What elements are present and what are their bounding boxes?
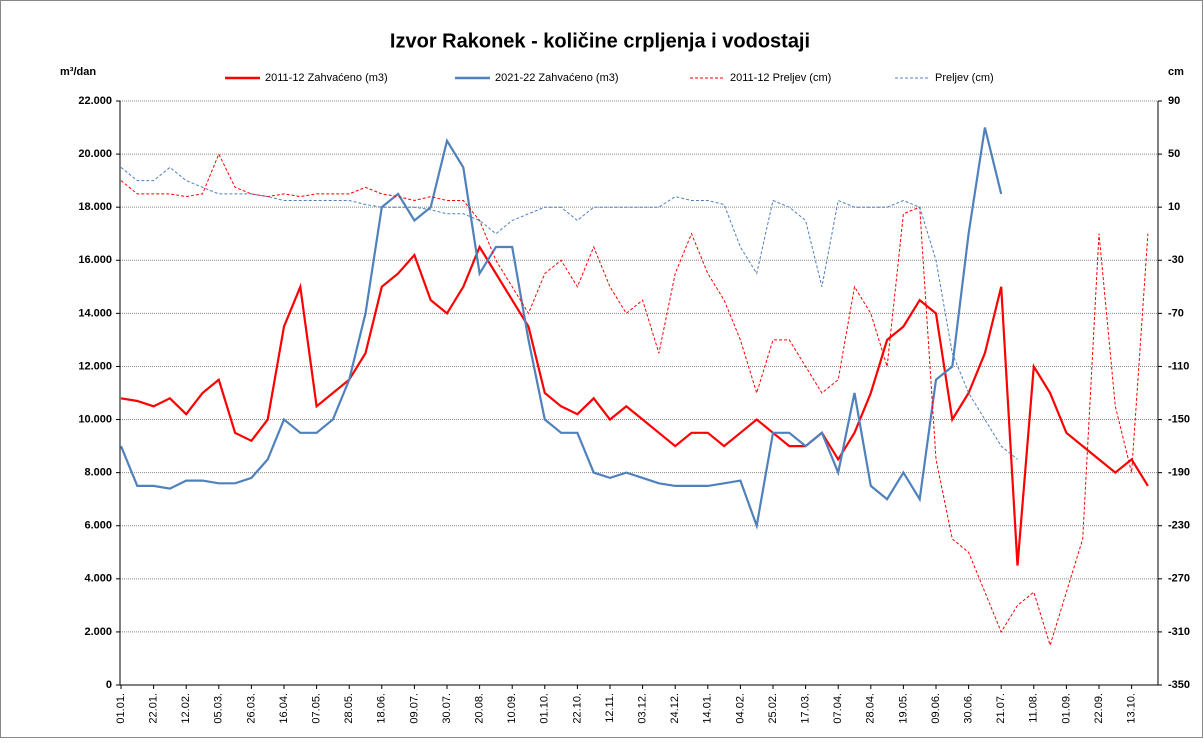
y-tick-label: 2.000 (84, 626, 112, 638)
x-tick-label: 07.05. (311, 693, 323, 724)
y2-tick-label: -230 (1168, 520, 1190, 532)
series-line (120, 152, 1149, 647)
x-tick-label: 07.04. (832, 693, 844, 724)
x-tick-label: 17.03. (800, 693, 812, 724)
legend-label: 2011-12 Preljev (cm) (730, 72, 831, 84)
x-tick-label: 14.01. (702, 693, 714, 724)
x-tick-label: 01.10. (539, 693, 551, 724)
y2-tick-label: -190 (1168, 467, 1190, 479)
x-tick-label: 01.09. (1060, 693, 1072, 724)
y-tick-label: 20.000 (78, 148, 112, 160)
x-tick-label: 03.12. (637, 693, 649, 724)
x-tick-label: 28.05. (343, 693, 355, 724)
series-line (120, 166, 1018, 460)
y2-tick-label: 10 (1168, 201, 1180, 213)
y2-axis-label: cm (1168, 66, 1184, 78)
y2-tick-label: -350 (1168, 679, 1190, 691)
x-tick-label: 18.06. (376, 693, 388, 724)
x-tick-label: 13.10. (1126, 693, 1138, 724)
x-tick-label: 09.06. (930, 693, 942, 724)
x-tick-label: 26.03. (245, 693, 257, 724)
x-tick-label: 30.07. (441, 693, 453, 724)
x-tick-label: 28.04. (865, 693, 877, 724)
x-tick-label: 22.01. (148, 693, 160, 724)
x-tick-label: 22.09. (1093, 693, 1105, 724)
series-line (120, 244, 1149, 566)
series-line (119, 127, 1003, 530)
legend-label: Preljev (cm) (935, 72, 994, 84)
y-tick-label: 4.000 (84, 573, 112, 585)
y2-tick-label: -270 (1168, 573, 1190, 585)
y-tick-label: 8.000 (84, 467, 112, 479)
x-tick-label: 01.01. (115, 693, 127, 724)
x-tick-label: 20.08. (474, 693, 486, 724)
y-tick-label: 16.000 (78, 254, 112, 266)
y-tick-label: 0 (106, 679, 112, 691)
x-tick-label: 05.03. (213, 693, 225, 724)
y2-tick-label: -30 (1168, 254, 1184, 266)
x-tick-label: 12.02. (180, 693, 192, 724)
x-tick-label: 19.05. (897, 693, 909, 724)
legend-label: 2011-12 Zahvaćeno (m3) (265, 72, 388, 84)
x-tick-label: 12.11. (604, 693, 616, 723)
x-tick-label: 11.08. (1028, 693, 1040, 723)
y-tick-label: 10.000 (78, 413, 112, 425)
x-tick-label: 16.04. (278, 693, 290, 724)
y-tick-label: 14.000 (78, 307, 112, 319)
y-tick-label: 12.000 (78, 360, 112, 372)
chart-title: Izvor Rakonek - količine crpljenja i vod… (390, 30, 810, 52)
y2-tick-label: -310 (1168, 626, 1190, 638)
x-tick-label: 25.02. (767, 693, 779, 724)
y2-tick-label: -70 (1168, 307, 1184, 319)
y2-tick-label: 50 (1168, 148, 1180, 160)
y-tick-label: 6.000 (84, 520, 112, 532)
x-tick-label: 10.09. (506, 693, 518, 724)
x-tick-label: 22.10. (571, 693, 583, 724)
x-tick-label: 30.06. (963, 693, 975, 724)
x-tick-label: 04.02. (734, 693, 746, 724)
y-tick-label: 22.000 (78, 95, 112, 107)
legend-label: 2021-22 Zahvaćeno (m3) (495, 72, 619, 84)
y2-tick-label: 90 (1168, 95, 1180, 107)
y2-tick-label: -110 (1168, 360, 1189, 372)
x-tick-label: 24.12. (669, 693, 681, 724)
y-axis-label: m³/dan (60, 66, 96, 78)
y-tick-label: 18.000 (78, 201, 112, 213)
x-tick-label: 21.07. (995, 693, 1007, 724)
y2-tick-label: -150 (1168, 413, 1190, 425)
x-tick-label: 09.07. (408, 693, 420, 724)
